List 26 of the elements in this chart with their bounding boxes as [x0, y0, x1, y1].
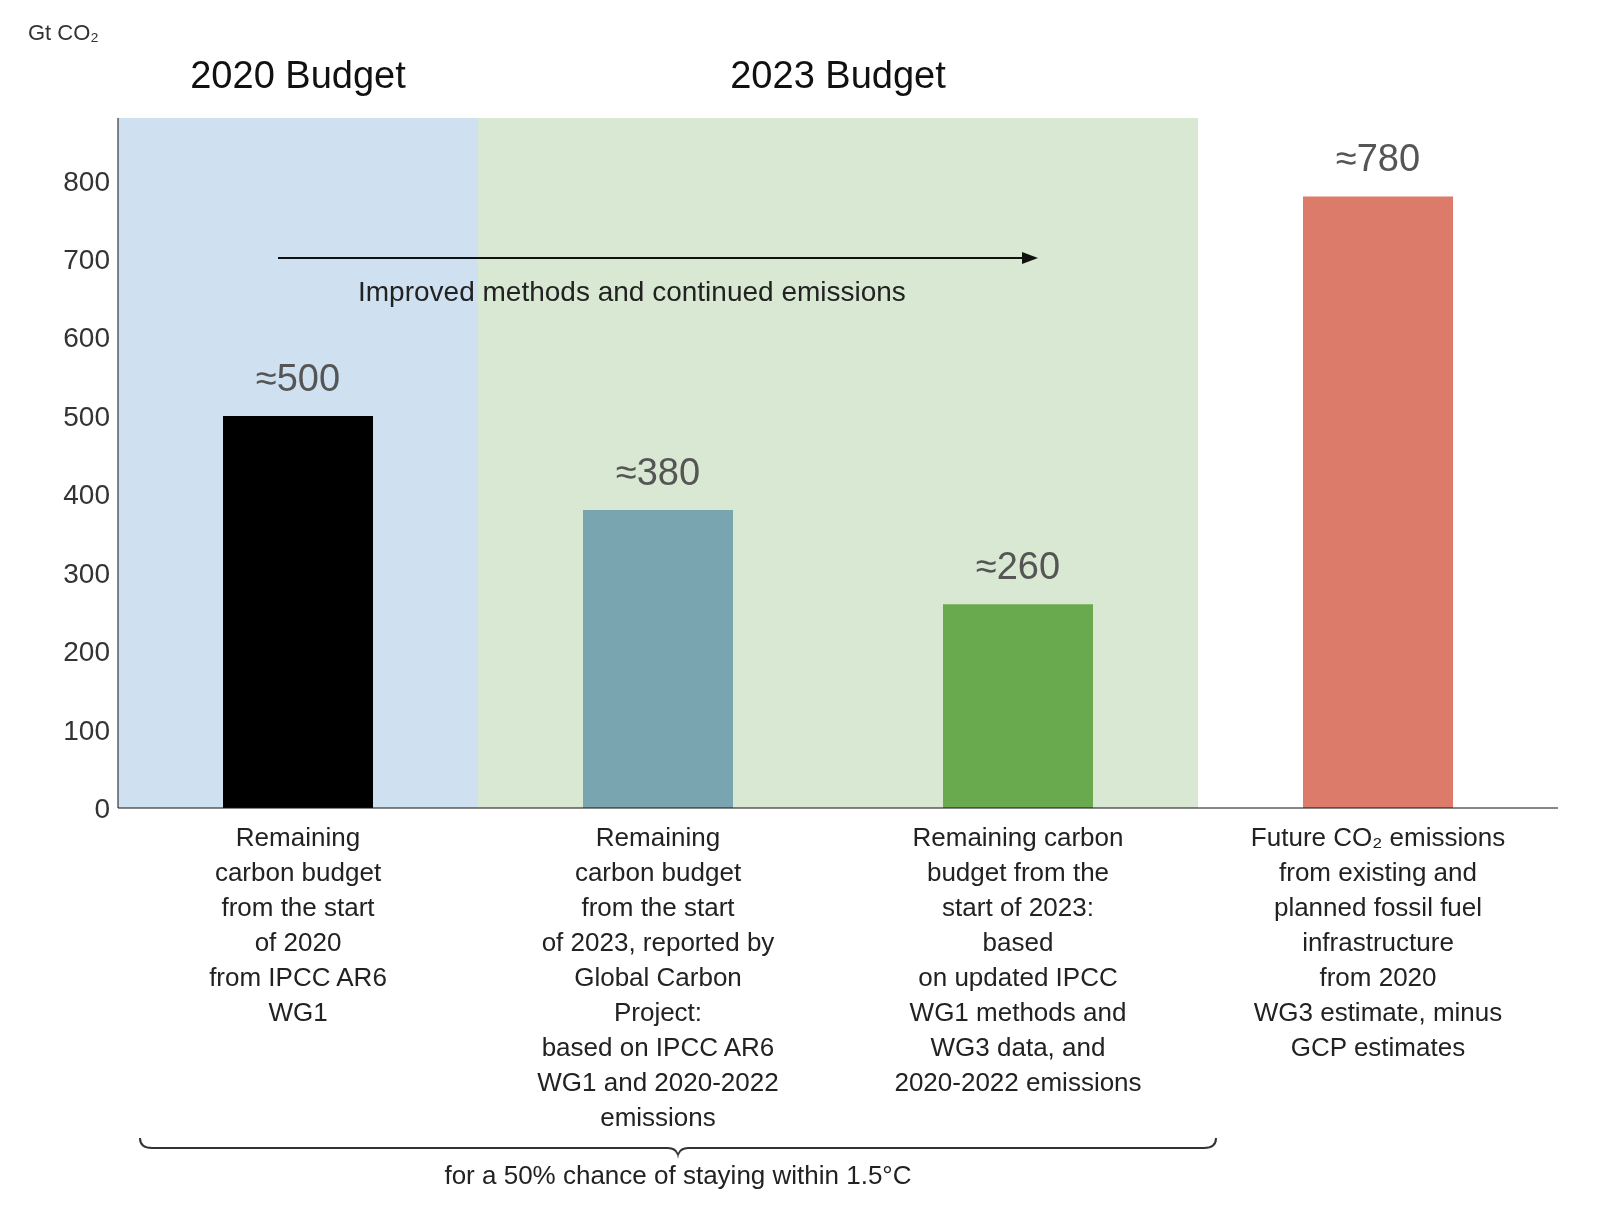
data-label: ≈780: [1335, 137, 1421, 180]
bar: [223, 415, 373, 808]
category-label: Remaining carbon budget from the start of 2023, reported by Global Carbon Project: based on IPCC AR6 WG1 and 2020-2022 emissions: [537, 822, 779, 1132]
y-tick-label: 300: [63, 557, 110, 589]
data-label: ≈260: [975, 545, 1061, 588]
band-label: 2023 Budget: [730, 54, 947, 96]
annotation: Improved methods and continued emissions: [358, 276, 906, 308]
bar: [1303, 196, 1453, 808]
y-axis-title: Gt CO₂: [28, 20, 99, 45]
y-tick-label: 0: [94, 792, 110, 824]
y-tick-label: 100: [63, 714, 110, 746]
data-label: ≈380: [615, 451, 701, 494]
y-tick-label: 400: [63, 479, 110, 511]
y-tick-label: 700: [63, 244, 110, 276]
y-tick-label: 600: [63, 322, 110, 354]
x-tick-label: Remaining carbon budget from the start of 2023: based on updated IPCC WG1 methods and WG3 data, and 2020-2022 emissions: [894, 822, 1142, 1097]
data-label: ≈500: [255, 356, 341, 399]
y-tick-label: 500: [63, 400, 110, 432]
text: for a 50% chance of staying within 1.5°C: [443, 1160, 913, 1191]
bar: [943, 604, 1093, 808]
x-tick-label: Future CO₂ emissions from existing and planned fossil fuel infrastructure from 2020 WG3 estimate, minus GCP estimates: [1250, 822, 1506, 1062]
y-tick-label: 200: [63, 636, 110, 668]
band-label: 2020 Budget: [190, 54, 407, 96]
y-tick-label: 800: [63, 165, 110, 197]
x-tick-label: Remaining carbon budget from the start of 2020 from IPCC AR6 WG1: [209, 822, 387, 1027]
bar: [583, 510, 733, 808]
